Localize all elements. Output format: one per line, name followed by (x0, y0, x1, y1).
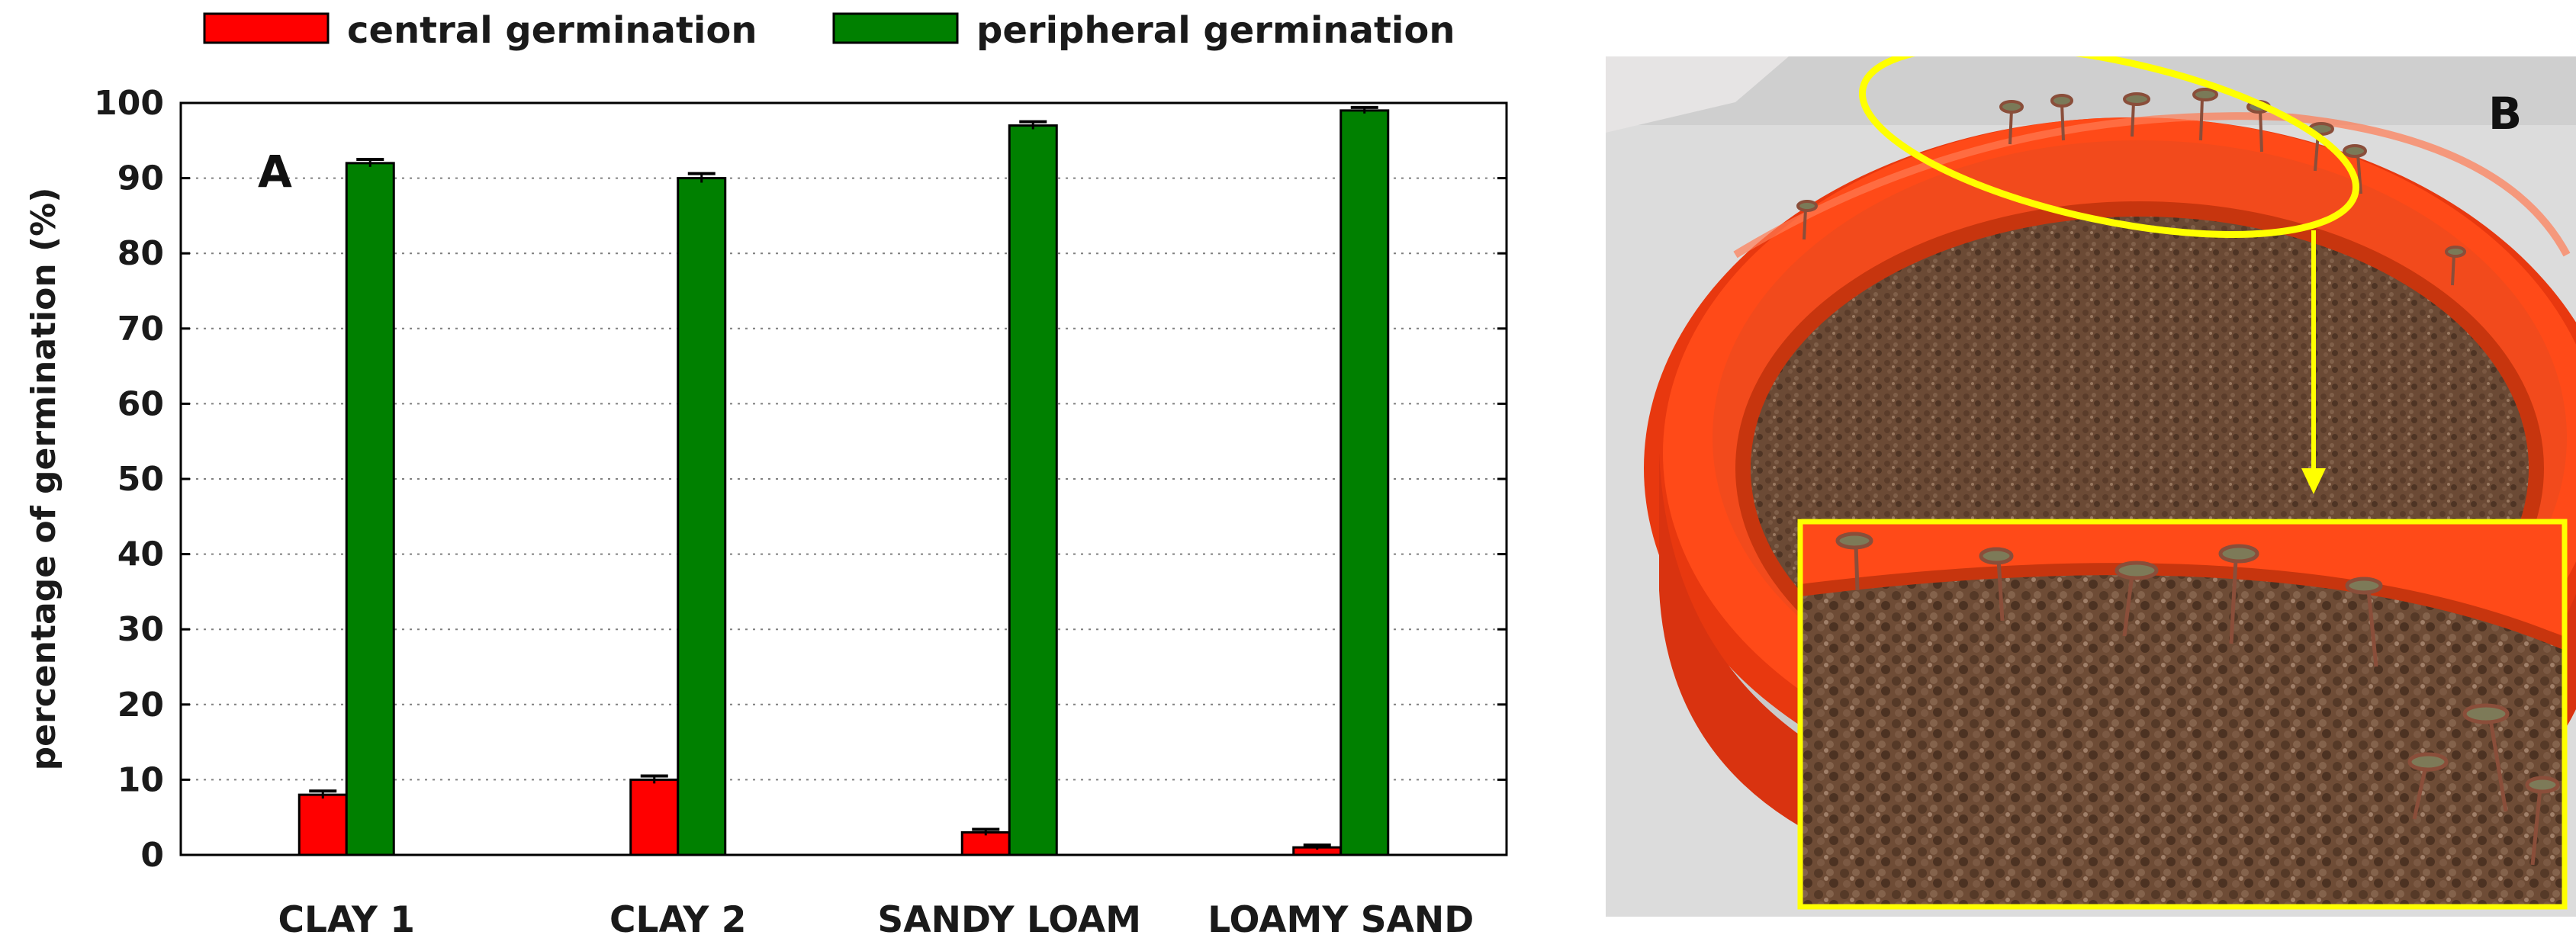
y-tick-label: 80 (117, 234, 164, 273)
y-tick-label: 50 (117, 460, 164, 499)
y-tick-label: 100 (94, 84, 164, 123)
category-label: CLAY 1 (278, 899, 415, 941)
germination-bar-chart: central germination peripheral germinati… (24, 9, 1508, 941)
legend-swatch-peripheral (832, 12, 959, 44)
category-label: SANDY LOAM (877, 899, 1141, 941)
bar-peripheral (1339, 109, 1390, 856)
bar-peripheral (1008, 124, 1058, 856)
legend-swatch-central (203, 12, 330, 44)
bar-peripheral (677, 177, 727, 856)
panel-label-b: B (2488, 88, 2522, 140)
y-tick-label: 30 (117, 610, 164, 649)
bars (297, 105, 1390, 856)
highlight-ellipse (1858, 56, 2360, 239)
y-tick-label: 20 (117, 686, 164, 724)
y-tick-label: 60 (117, 384, 164, 423)
category-label: CLAY 2 (609, 899, 746, 941)
pointer-arrow (2301, 230, 2326, 494)
y-axis-title: percentage of germination (%) (24, 188, 63, 771)
panel-label-a: A (258, 146, 292, 198)
bar-peripheral (345, 162, 395, 856)
legend: central germination peripheral germinati… (203, 9, 1455, 52)
category-label: LOAMY SAND (1208, 899, 1474, 941)
y-tick-label: 10 (117, 760, 164, 799)
x-axis-categories: CLAY 1 CLAY 2 SANDY LOAM LOAMY SAND (278, 899, 1475, 941)
bar-central (629, 778, 680, 856)
y-tick-label: 0 (140, 836, 164, 875)
y-tick-label: 90 (117, 159, 164, 198)
y-axis-ticks: 0 10 20 30 40 50 60 70 80 90 100 (94, 84, 1507, 875)
y-tick-label: 40 (117, 535, 164, 574)
bar-central (297, 793, 348, 856)
y-tick-label: 70 (117, 310, 164, 349)
legend-label-central: central germination (347, 9, 757, 52)
soil-dish-photo: B (1606, 56, 2576, 917)
zoom-inset (1797, 519, 2568, 910)
legend-label-peripheral: peripheral germination (976, 9, 1455, 52)
bar-central (960, 831, 1011, 856)
